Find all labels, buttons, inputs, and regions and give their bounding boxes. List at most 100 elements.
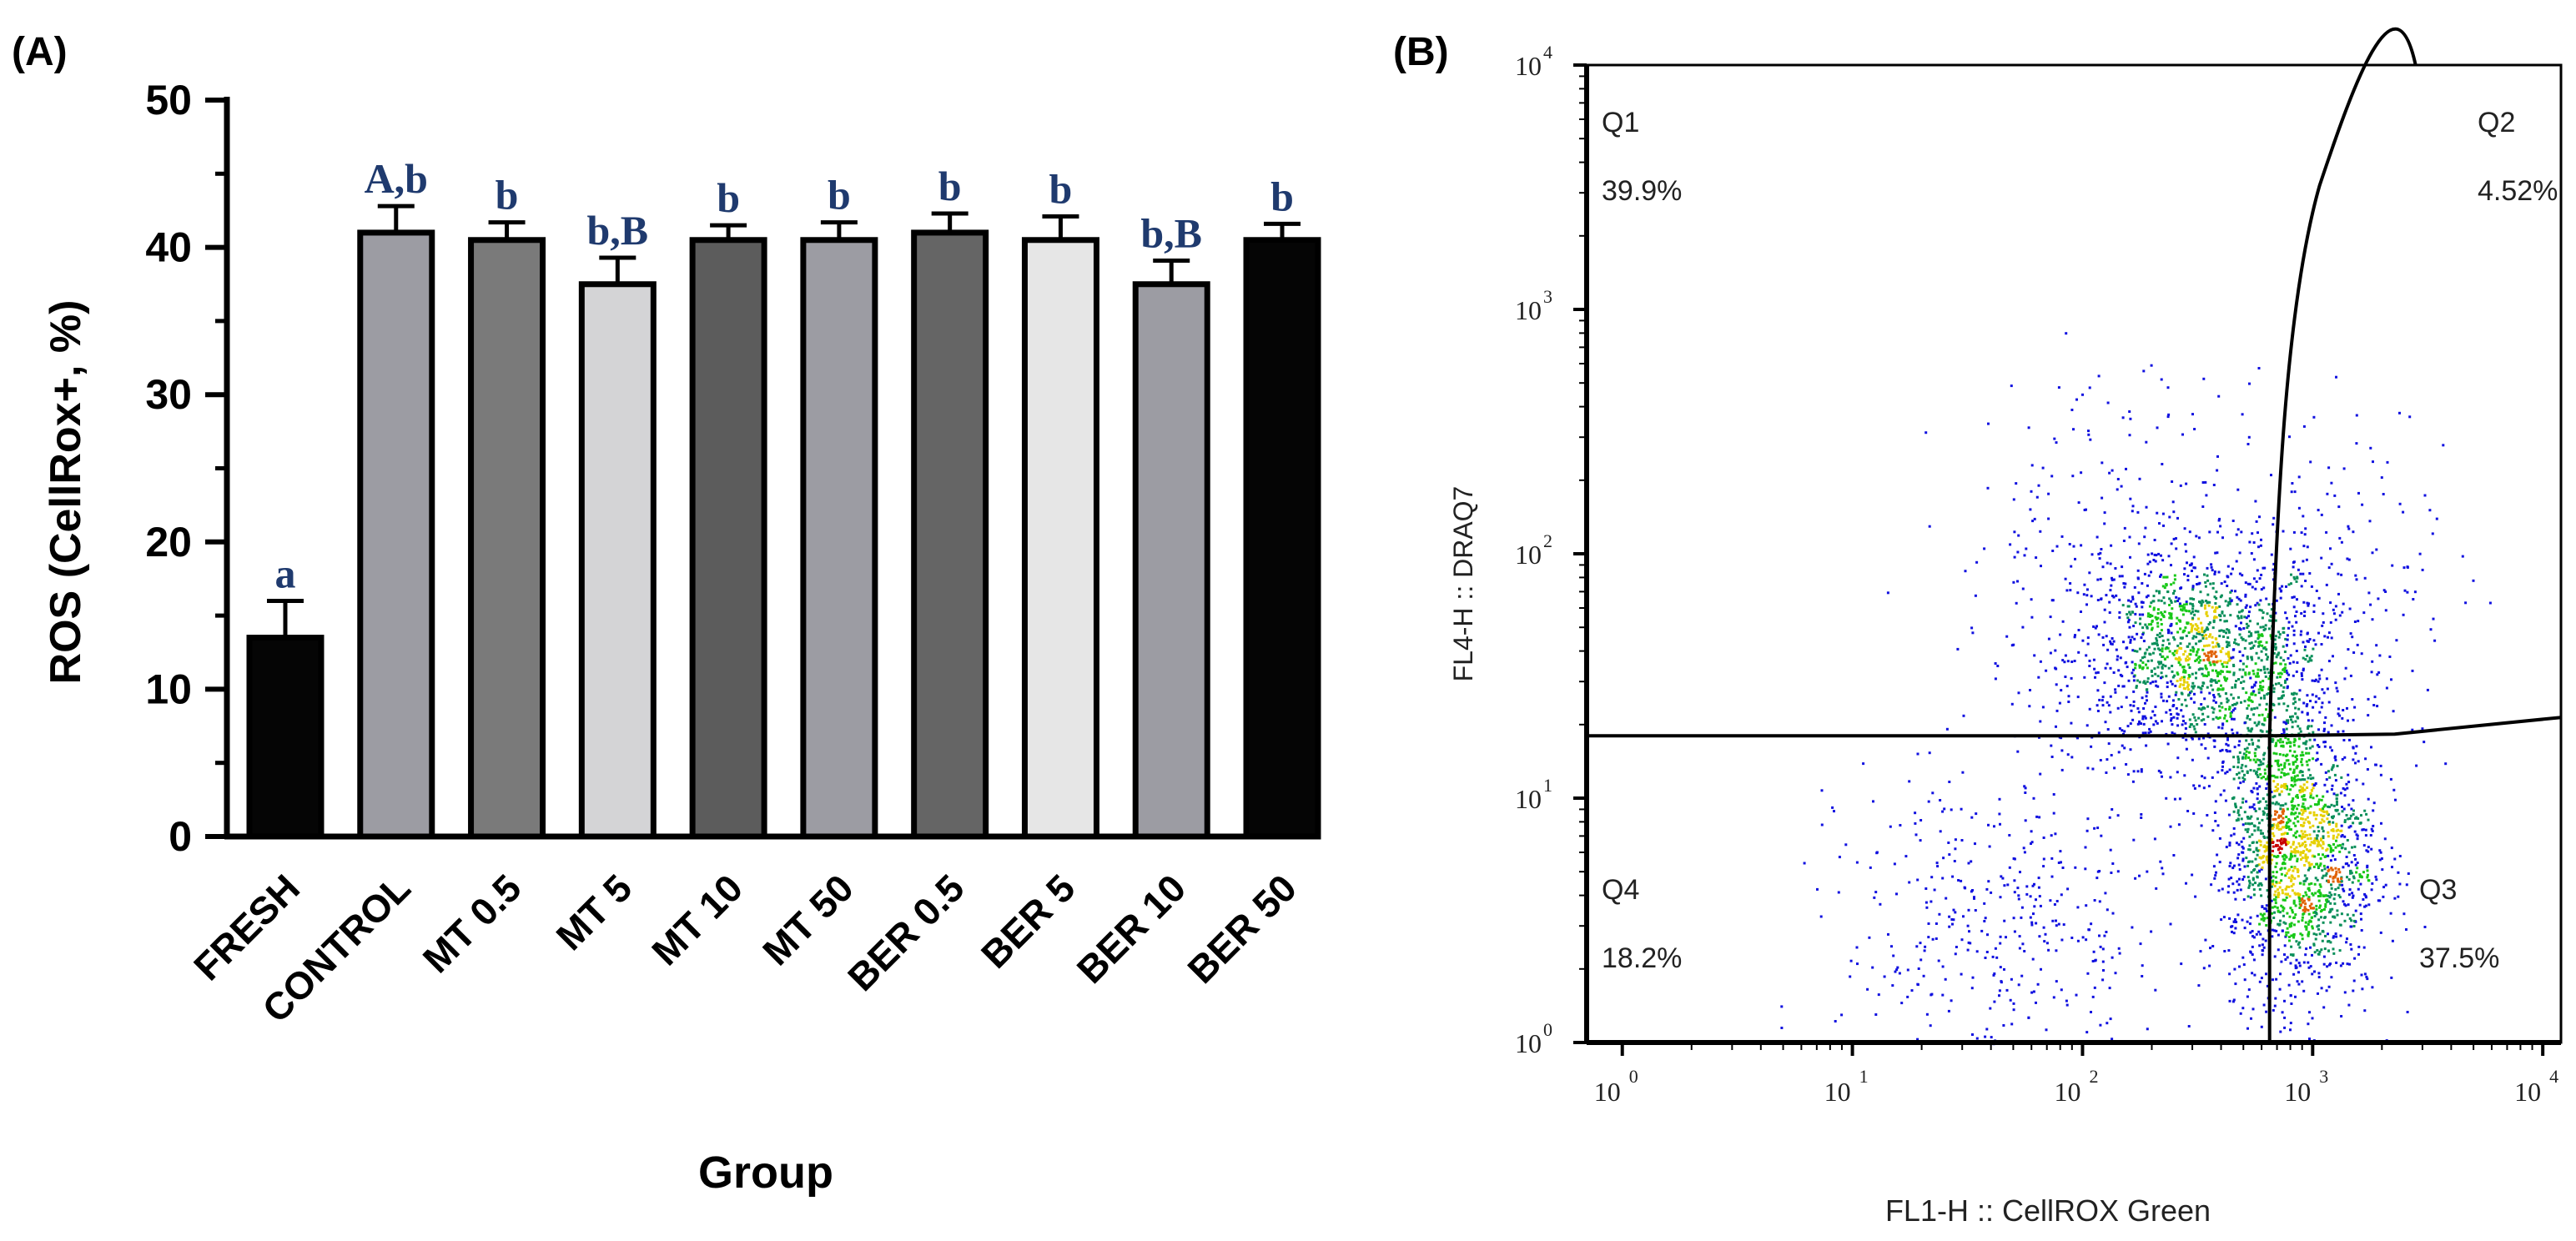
event-dot [2181, 613, 2185, 616]
event-dot [2371, 986, 2374, 989]
event-dot [2308, 863, 2312, 867]
event-dot [2217, 680, 2221, 682]
event-dot [2025, 547, 2028, 550]
event-dot [2146, 688, 2149, 691]
event-dot [2184, 732, 2187, 736]
event-dot [2243, 811, 2246, 814]
event-dot [2225, 652, 2228, 656]
event-dot [2205, 600, 2208, 602]
event-dot [1874, 1013, 1878, 1016]
event-dot [2277, 763, 2280, 766]
event-dot [2352, 718, 2355, 721]
event-dot [2275, 741, 2278, 745]
event-dot [1962, 915, 1965, 918]
event-dot [2272, 842, 2274, 844]
event-dot [2246, 746, 2249, 750]
event-dot [2294, 706, 2297, 710]
event-dot [2254, 662, 2257, 666]
event-dot [2282, 728, 2285, 731]
event-dot [2262, 861, 2266, 863]
event-dot [2204, 664, 2207, 667]
event-dot [2109, 711, 2112, 714]
event-dot [2158, 591, 2161, 595]
event-dot [2238, 627, 2241, 631]
event-dot [2281, 929, 2284, 932]
event-dot [2244, 671, 2247, 675]
event-dot [2162, 614, 2165, 617]
event-dot [2096, 689, 2100, 692]
event-dot [2332, 828, 2335, 831]
event-dot [2284, 736, 2287, 740]
event-dot [2281, 1011, 2284, 1014]
event-dot [2333, 494, 2337, 497]
event-dot [1967, 862, 1970, 865]
event-dot [2117, 669, 2121, 672]
event-dot [2331, 816, 2334, 820]
event-dot [2292, 744, 2296, 747]
event-dot [2251, 883, 2255, 887]
event-dot [2146, 666, 2149, 670]
event-dot [2302, 806, 2306, 809]
event-dot [2334, 758, 2337, 761]
event-dot [2258, 515, 2261, 519]
event-dot [2251, 646, 2254, 650]
event-dot [2287, 705, 2290, 708]
event-dot [2084, 867, 2087, 871]
event-dot [2098, 934, 2101, 937]
event-dot [2301, 919, 2304, 922]
event-dot [2192, 701, 2196, 704]
event-dot [2307, 961, 2310, 964]
event-dot [2254, 882, 2257, 885]
event-dot [2285, 669, 2288, 672]
event-dot [2251, 585, 2254, 589]
event-dot [2104, 892, 2107, 895]
event-dot [2278, 987, 2282, 991]
event-dot [2302, 656, 2305, 660]
event-dot [2296, 758, 2298, 761]
event-dot [2296, 860, 2299, 862]
event-dot [2369, 446, 2372, 450]
event-dot [2318, 950, 2322, 953]
event-dot [2276, 776, 2279, 779]
event-dot [2337, 707, 2340, 711]
event-dot [2308, 865, 2312, 868]
event-dot [2412, 598, 2415, 600]
event-dot [2307, 850, 2311, 853]
event-dot [2224, 714, 2227, 717]
event-dot [1960, 938, 1964, 942]
event-dot [2252, 758, 2256, 761]
event-dot [2370, 888, 2373, 892]
event-dot [2353, 957, 2357, 960]
event-dot [2303, 648, 2307, 651]
event-dot [2267, 686, 2271, 689]
event-dot [2232, 832, 2236, 836]
event-dot [2012, 498, 2015, 501]
event-dot [1915, 945, 1919, 948]
event-dot [2433, 639, 2437, 642]
event-dot [1948, 925, 1951, 928]
event-dot [2304, 921, 2307, 924]
event-dot [2308, 746, 2312, 750]
event-dot [2289, 788, 2292, 791]
event-dot [2316, 845, 2319, 847]
event-dot [2320, 762, 2323, 766]
event-dot [2072, 428, 2075, 431]
event-dot [2030, 615, 2034, 619]
event-dot [2072, 545, 2075, 548]
event-dot [2150, 570, 2152, 574]
event-dot [2432, 617, 2435, 620]
event-dot [2339, 791, 2342, 795]
y-axis-title: FL4-H :: DRAQ7 [1448, 486, 1478, 682]
event-dot [2185, 635, 2188, 637]
event-dot [2101, 565, 2105, 569]
event-dot [2139, 622, 2141, 626]
event-dot [2096, 870, 2100, 873]
event-dot [2181, 703, 2184, 706]
event-dot [2290, 934, 2293, 937]
event-dot [2342, 866, 2345, 869]
event-dot [2277, 888, 2280, 892]
event-dot [2033, 905, 2036, 908]
event-dot [2241, 763, 2244, 766]
event-dot [1990, 891, 1993, 894]
